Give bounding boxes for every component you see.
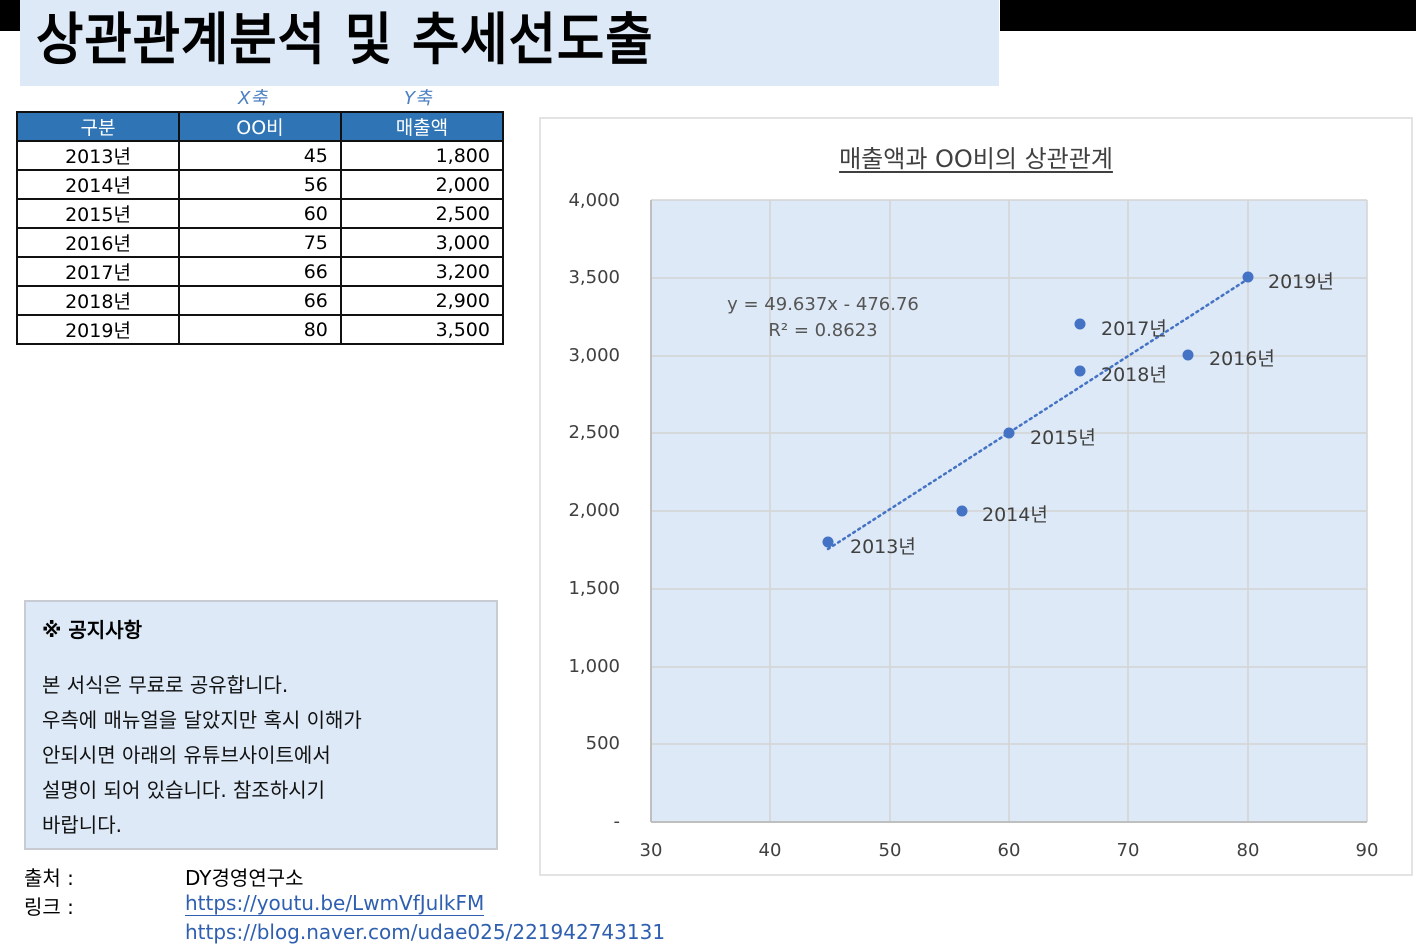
youtube-link[interactable]: https://youtu.be/LwmVfJulkFM	[185, 891, 485, 916]
x-tick: 30	[639, 840, 663, 861]
chart-title: 매출액과 OO비의 상관관계	[839, 145, 1113, 173]
cell-year[interactable]: 2013년	[15, 140, 181, 171]
cell-year[interactable]: 2019년	[15, 314, 181, 345]
data-point-2018[interactable]	[1074, 365, 1086, 377]
cell-year[interactable]: 2017년	[15, 256, 181, 287]
blog-link[interactable]: https://blog.naver.com/udae025/221942743…	[185, 920, 666, 944]
point-label-2017: 2017년	[1101, 318, 1167, 340]
column-header-x: OO비	[178, 111, 342, 142]
cell-x[interactable]: 60	[178, 198, 342, 229]
cell-year[interactable]: 2015년	[15, 198, 181, 229]
point-label-2014: 2014년	[982, 504, 1048, 526]
data-point-2015[interactable]	[1003, 427, 1015, 439]
cell-x[interactable]: 66	[178, 285, 342, 316]
x-tick: 60	[997, 840, 1021, 861]
cell-year[interactable]: 2018년	[15, 285, 181, 316]
cell-year[interactable]: 2016년	[15, 227, 181, 258]
source-label: 출처 :	[24, 866, 74, 890]
point-label-2018: 2018년	[1101, 364, 1167, 386]
y-tick: 1,500	[568, 578, 620, 599]
data-point-2019[interactable]	[1242, 271, 1254, 283]
y-tick: 2,000	[568, 500, 620, 521]
column-header-y: 매출액	[339, 111, 505, 142]
cell-y[interactable]: 2,500	[339, 198, 505, 229]
data-point-2017[interactable]	[1074, 318, 1086, 330]
y-tick: -	[613, 811, 621, 832]
notice-line: 설명이 되어 있습니다. 참조하시기	[42, 778, 326, 802]
point-label-2013: 2013년	[850, 536, 916, 558]
link-label: 링크 :	[24, 895, 74, 919]
cell-y[interactable]: 3,000	[339, 227, 505, 258]
y-tick: 4,000	[568, 190, 620, 211]
table-row: 2015년 60 2,500	[15, 198, 505, 229]
cell-y[interactable]: 2,000	[339, 169, 505, 200]
x-tick: 70	[1116, 840, 1140, 861]
x-tick: 50	[878, 840, 902, 861]
cell-x[interactable]: 56	[178, 169, 342, 200]
cell-year[interactable]: 2014년	[15, 169, 181, 200]
cell-x[interactable]: 80	[178, 314, 342, 345]
table-row: 2017년 66 3,200	[15, 256, 505, 287]
notice-title: ※ 공지사항	[42, 618, 143, 642]
x-tick: 80	[1236, 840, 1260, 861]
y-tick: 3,000	[568, 345, 620, 366]
y-tick: 2,500	[568, 422, 620, 443]
cell-x[interactable]: 75	[178, 227, 342, 258]
source-value: DY경영연구소	[185, 866, 304, 890]
data-point-2014[interactable]	[956, 505, 968, 517]
table-row: 2014년 56 2,000	[15, 169, 505, 200]
trendline-equation: y = 49.637x - 476.76 R² = 0.8623	[727, 294, 919, 341]
table-row: 2016년 75 3,000	[15, 227, 505, 258]
y-tick: 500	[585, 733, 620, 754]
x-axis-caption: X축	[238, 88, 267, 109]
x-tick: 40	[758, 840, 782, 861]
y-tick: 1,000	[568, 656, 620, 677]
table-row: 2018년 66 2,900	[15, 285, 505, 316]
data-points	[822, 271, 1254, 548]
notice-box: ※ 공지사항 본 서식은 무료로 공유합니다. 우측에 매뉴얼을 달았지만 혹시…	[24, 600, 498, 850]
point-label-2015: 2015년	[1030, 427, 1096, 449]
data-point-2013[interactable]	[822, 536, 834, 548]
page-title: 상관관계분석 및 추세선도출	[36, 8, 654, 73]
x-tick: 90	[1355, 840, 1379, 861]
table-header-row: 구분 OO비 매출액	[15, 111, 505, 142]
table-row: 2019년 80 3,500	[15, 314, 505, 345]
y-axis-caption: Y축	[404, 88, 432, 109]
column-header-category: 구분	[15, 111, 181, 142]
cell-x[interactable]: 66	[178, 256, 342, 287]
top-black-band-left	[0, 0, 20, 31]
cell-y[interactable]: 2,900	[339, 285, 505, 316]
trendline	[826, 277, 1250, 551]
cell-x[interactable]: 45	[178, 140, 342, 171]
notice-body: 본 서식은 무료로 공유합니다. 우측에 매뉴얼을 달았지만 혹시 이해가 안되…	[42, 668, 362, 843]
cell-y[interactable]: 3,500	[339, 314, 505, 345]
data-point-2016[interactable]	[1182, 349, 1194, 361]
point-label-2016: 2016년	[1209, 348, 1275, 370]
notice-line: 본 서식은 무료로 공유합니다.	[42, 673, 289, 697]
top-black-band-right	[1000, 0, 1416, 31]
cell-y[interactable]: 1,800	[339, 140, 505, 171]
notice-line: 우측에 매뉴얼을 달았지만 혹시 이해가	[42, 708, 362, 732]
point-label-2019: 2019년	[1268, 271, 1334, 293]
data-table: 구분 OO비 매출액 2013년 45 1,800 2014년 56 2,000 201…	[15, 111, 505, 345]
notice-line: 바랍니다.	[42, 813, 122, 837]
title-banner: 상관관계분석 및 추세선도출	[20, 0, 999, 86]
cell-y[interactable]: 3,200	[339, 256, 505, 287]
y-tick: 3,500	[568, 267, 620, 288]
notice-line: 안되시면 아래의 유튜브사이트에서	[42, 743, 331, 767]
table-row: 2013년 45 1,800	[15, 140, 505, 171]
